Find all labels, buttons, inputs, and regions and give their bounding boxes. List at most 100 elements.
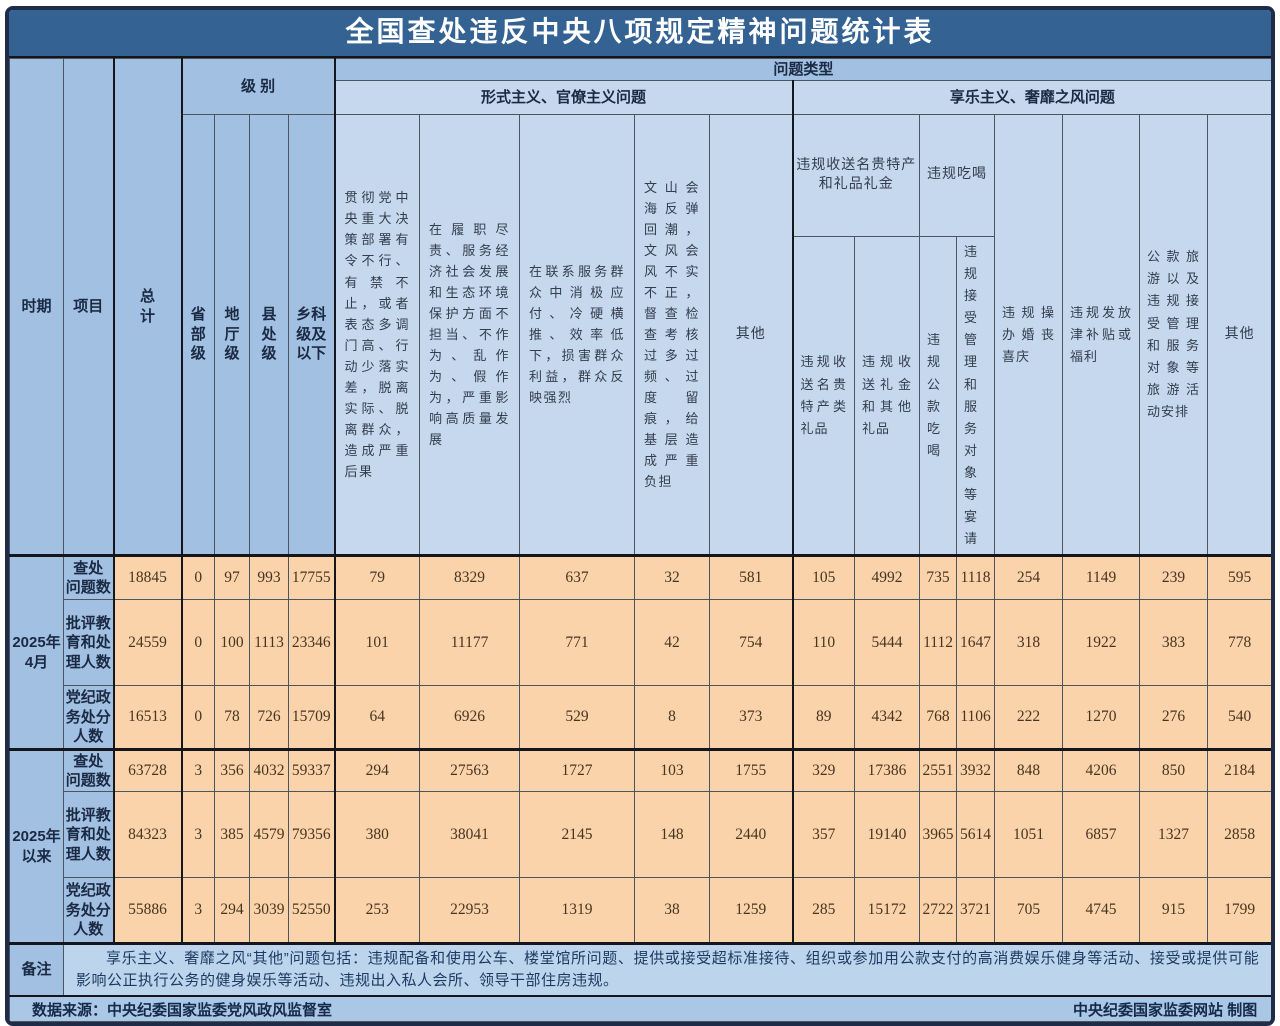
table-row: 批评教 育和处 理人数 84323 3 385 4579 79356 380 38041 21… (10, 791, 1271, 879)
data-cell: 294 (214, 877, 250, 945)
col-header-hedonism-other: 其他 (1207, 113, 1271, 557)
data-cell: 1051 (994, 791, 1064, 879)
data-cell: 0 (180, 599, 215, 687)
col-header-total: 总 计 (112, 57, 182, 557)
data-cell: 1319 (519, 877, 636, 945)
row-label-punished: 党纪政 务处分 人数 (63, 685, 114, 751)
statistics-table-frame: 全国查处违反中央八项规定精神问题统计表 时期 项目 总 计 级 别 问题类型 形 (5, 6, 1275, 1026)
col-header-gifts-money: 违规收送礼金和其他礼品 (854, 235, 921, 557)
data-cell: 38 (634, 877, 711, 945)
table-header: 时期 项目 总 计 级 别 问题类型 形式主义、官僚主义问题 享乐主义、奢靡之风… (9, 57, 1271, 557)
col-group-hedonism: 享乐主义、奢靡之风问题 (791, 80, 1271, 115)
data-cell: 3 (180, 791, 215, 879)
data-cell: 373 (709, 685, 794, 751)
data-cell: 254 (994, 554, 1064, 601)
data-cell: 294 (333, 748, 421, 793)
data-cell: 1112 (919, 599, 958, 687)
data-cell: 329 (791, 748, 856, 793)
data-cell: 1113 (249, 599, 289, 687)
data-cell: 15709 (287, 685, 336, 751)
col-header-level-township: 乡科 级及 以下 (287, 113, 336, 557)
data-cell: 239 (1139, 554, 1209, 601)
data-cell: 84323 (112, 791, 182, 879)
data-cell: 993 (249, 554, 289, 601)
data-cell: 4579 (249, 791, 289, 879)
col-header-item: 项目 (63, 57, 114, 557)
col-header-formalism-1: 贯彻党中央重大决策部署有令不行、有禁不止，或者表态多调门高、行动少落实差，脱离实… (333, 113, 421, 557)
data-cell: 5444 (854, 599, 921, 687)
data-cell: 3 (180, 877, 215, 945)
note-row: 备注 享乐主义、奢靡之风“其他”问题包括：违规配备和使用公车、楼堂馆所问题、提供… (9, 942, 1271, 997)
data-cell: 253 (333, 877, 421, 945)
data-cell: 52550 (287, 877, 336, 945)
data-cell: 385 (214, 791, 250, 879)
col-header-formalism-4: 文山会海反弹回潮，文风会风不实不正，督查检查考核过多过频、过度留痕，给基层造成严… (634, 113, 711, 557)
data-cell: 356 (214, 748, 250, 793)
data-cell: 105 (791, 554, 856, 601)
row-label-problems: 查处 问题数 (63, 554, 114, 601)
col-header-level-county: 县 处 级 (249, 113, 289, 557)
data-cell: 8 (634, 685, 711, 751)
col-header-formalism-3: 在联系服务群众中消极应付、冷硬横推、效率低下，损害群众利益，群众反映强烈 (519, 113, 636, 557)
data-cell: 705 (994, 877, 1064, 945)
data-cell: 0 (180, 554, 215, 601)
col-group-level: 级 别 (180, 58, 336, 115)
col-header-formalism-2: 在履职尽责、服务经济社会发展和生态环境保护方面不担当、不作为、乱作为、假作为，严… (419, 113, 521, 557)
data-cell: 529 (519, 685, 636, 751)
data-cell: 1799 (1207, 877, 1271, 945)
data-cell: 27563 (419, 748, 521, 793)
data-cell: 22953 (419, 877, 521, 945)
data-cell: 637 (519, 554, 636, 601)
data-cell: 1755 (709, 748, 794, 793)
col-header-gifts-specialty: 违规收送名贵特产类礼品 (791, 235, 856, 557)
data-cell: 79 (333, 554, 421, 601)
data-cell: 1727 (519, 748, 636, 793)
data-cell: 16513 (112, 685, 182, 751)
data-cell: 6926 (419, 685, 521, 751)
note-cell: 享乐主义、奢靡之风“其他”问题包括：违规配备和使用公车、楼堂馆所问题、提供或接受… (62, 942, 1271, 997)
data-cell: 32 (634, 554, 711, 601)
data-cell: 581 (709, 554, 794, 601)
data-cell: 0 (180, 685, 215, 751)
data-cell: 2722 (919, 877, 958, 945)
data-cell: 3965 (919, 791, 958, 879)
data-cell: 79356 (287, 791, 336, 879)
col-header-level-province: 省 部 级 (180, 113, 215, 557)
data-cell: 915 (1139, 877, 1209, 945)
data-cell: 4342 (854, 685, 921, 751)
data-cell: 78 (214, 685, 250, 751)
data-cell: 63728 (112, 748, 182, 793)
col-header-dining-public: 违规公款吃喝 (919, 235, 958, 557)
data-cell: 11177 (419, 599, 521, 687)
data-cell: 2145 (519, 791, 636, 879)
table-row: 2025年 以来 查处 问题数 63728 3 356 4032 59337 294 275… (9, 748, 1271, 945)
table-row: 批评教 育和处 理人数 24559 0 100 1113 23346 101 11177 77… (10, 599, 1271, 687)
data-cell: 3 (180, 748, 215, 793)
source-row: 数据来源：中央纪委国家监委党风政风监督室 中央纪委国家监委网站 制图 (9, 994, 1271, 1023)
data-cell: 768 (919, 685, 958, 751)
table-row: 党纪政 务处分 人数 55886 3 294 3039 52550 253 22953 131… (10, 877, 1271, 945)
data-cell: 89 (791, 685, 856, 751)
data-cell: 4745 (1062, 877, 1141, 945)
data-cell: 8329 (419, 554, 521, 601)
row-label-punished: 党纪政 务处分 人数 (63, 877, 114, 945)
data-cell: 2858 (1207, 791, 1271, 879)
note-label: 备注 (9, 942, 64, 997)
data-cell: 726 (249, 685, 289, 751)
col-header-level-prefecture: 地 厅 级 (214, 113, 250, 557)
credit-text: 中央纪委国家监委网站 制图 (1073, 1001, 1258, 1019)
data-cell: 24559 (112, 599, 182, 687)
data-source-text: 数据来源：中央纪委国家监委党风政风监督室 (32, 1001, 333, 1019)
col-header-formalism-other: 其他 (709, 113, 794, 557)
data-cell: 540 (1207, 685, 1271, 751)
table-row: 2025年 4月 查处 问题数 18845 0 97 993 17755 79 8329 63… (9, 554, 1271, 751)
data-cell: 97 (214, 554, 250, 601)
col-header-dining-banquet: 违规接受管理和服务对象等宴请 (956, 235, 996, 557)
source-cell: 数据来源：中央纪委国家监委党风政风监督室 中央纪委国家监委网站 制图 (9, 994, 1271, 1023)
data-cell: 3932 (956, 748, 996, 793)
data-cell: 15172 (854, 877, 921, 945)
data-cell: 38041 (419, 791, 521, 879)
data-cell: 3721 (956, 877, 996, 945)
data-cell: 1647 (956, 599, 996, 687)
